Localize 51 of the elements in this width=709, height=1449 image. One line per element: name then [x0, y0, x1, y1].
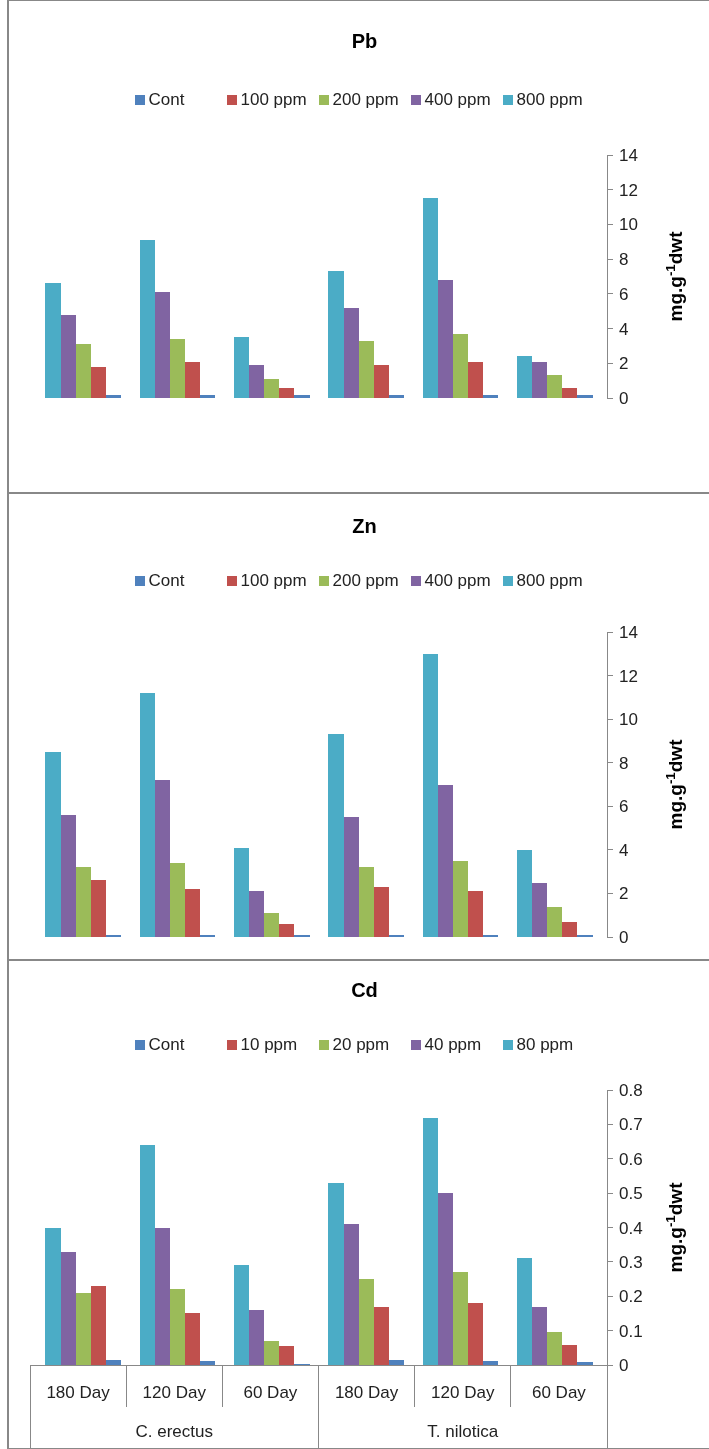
y-tick-label: 0.2: [619, 1287, 643, 1307]
y-tick-label: 0.1: [619, 1321, 643, 1341]
y-tick-label: 4: [619, 840, 629, 860]
legend-label: Cont: [148, 90, 185, 109]
legend-label: 80 ppm: [516, 1035, 574, 1054]
y-tick-label: 0.4: [619, 1218, 643, 1238]
y-tick-label: 0: [619, 928, 629, 947]
legend-label: Cont: [148, 571, 185, 590]
y-tick-label: 4: [619, 319, 629, 339]
text: T. nilotica: [427, 1422, 499, 1441]
legend-label: 800 ppm: [516, 90, 583, 109]
y-tick-label: 10: [619, 215, 638, 235]
y-tick-label: 10: [619, 710, 638, 730]
chart-title: Cd: [351, 979, 378, 1001]
y-tick-label: 0: [619, 1356, 629, 1375]
legend-label: Cont: [148, 1035, 185, 1054]
y-tick-label: 0.6: [619, 1149, 643, 1169]
legend-label: 200 ppm: [332, 90, 399, 109]
y-tick-label: 0.8: [619, 1081, 643, 1100]
y-tick-label: 0.7: [619, 1115, 643, 1135]
y-tick-label: 6: [619, 797, 629, 817]
y-tick-label: 6: [619, 284, 629, 304]
text: C. erectus: [135, 1422, 213, 1441]
legend-label: 400 ppm: [424, 571, 491, 590]
legend-label: 400 ppm: [424, 90, 491, 109]
x-tick-label: 180 Day: [46, 1383, 111, 1402]
y-tick-label: 2: [619, 354, 629, 374]
y-tick-label: 14: [619, 623, 638, 642]
y-tick-label: 0.3: [619, 1252, 643, 1272]
y-tick-label: 8: [619, 753, 629, 773]
chart-title: Pb: [351, 30, 378, 52]
y-tick-label: 0: [619, 389, 629, 408]
y-tick-label: 8: [619, 250, 629, 270]
legend-label: 10 ppm: [240, 1035, 298, 1054]
x-tick-label: 180 Day: [334, 1383, 399, 1402]
legend-label: 20 ppm: [332, 1035, 390, 1054]
legend-label: 100 ppm: [240, 90, 307, 109]
y-tick-label: 2: [619, 884, 629, 904]
y-tick-label: 14: [619, 146, 638, 165]
legend-label: 100 ppm: [240, 571, 307, 590]
legend-label: 200 ppm: [332, 571, 399, 590]
y-tick-label: 12: [619, 180, 638, 200]
chart-title: Zn: [352, 515, 377, 537]
legend-label: 800 ppm: [516, 571, 583, 590]
x-tick-label: 120 Day: [142, 1383, 207, 1402]
x-tick-label: 60 Day: [243, 1383, 298, 1402]
legend-label: 40 ppm: [424, 1035, 482, 1054]
y-tick-label: 12: [619, 666, 638, 686]
x-tick-label: 60 Day: [531, 1383, 587, 1402]
x-tick-label: 120 Day: [431, 1383, 495, 1402]
y-tick-label: 0.5: [619, 1184, 643, 1204]
